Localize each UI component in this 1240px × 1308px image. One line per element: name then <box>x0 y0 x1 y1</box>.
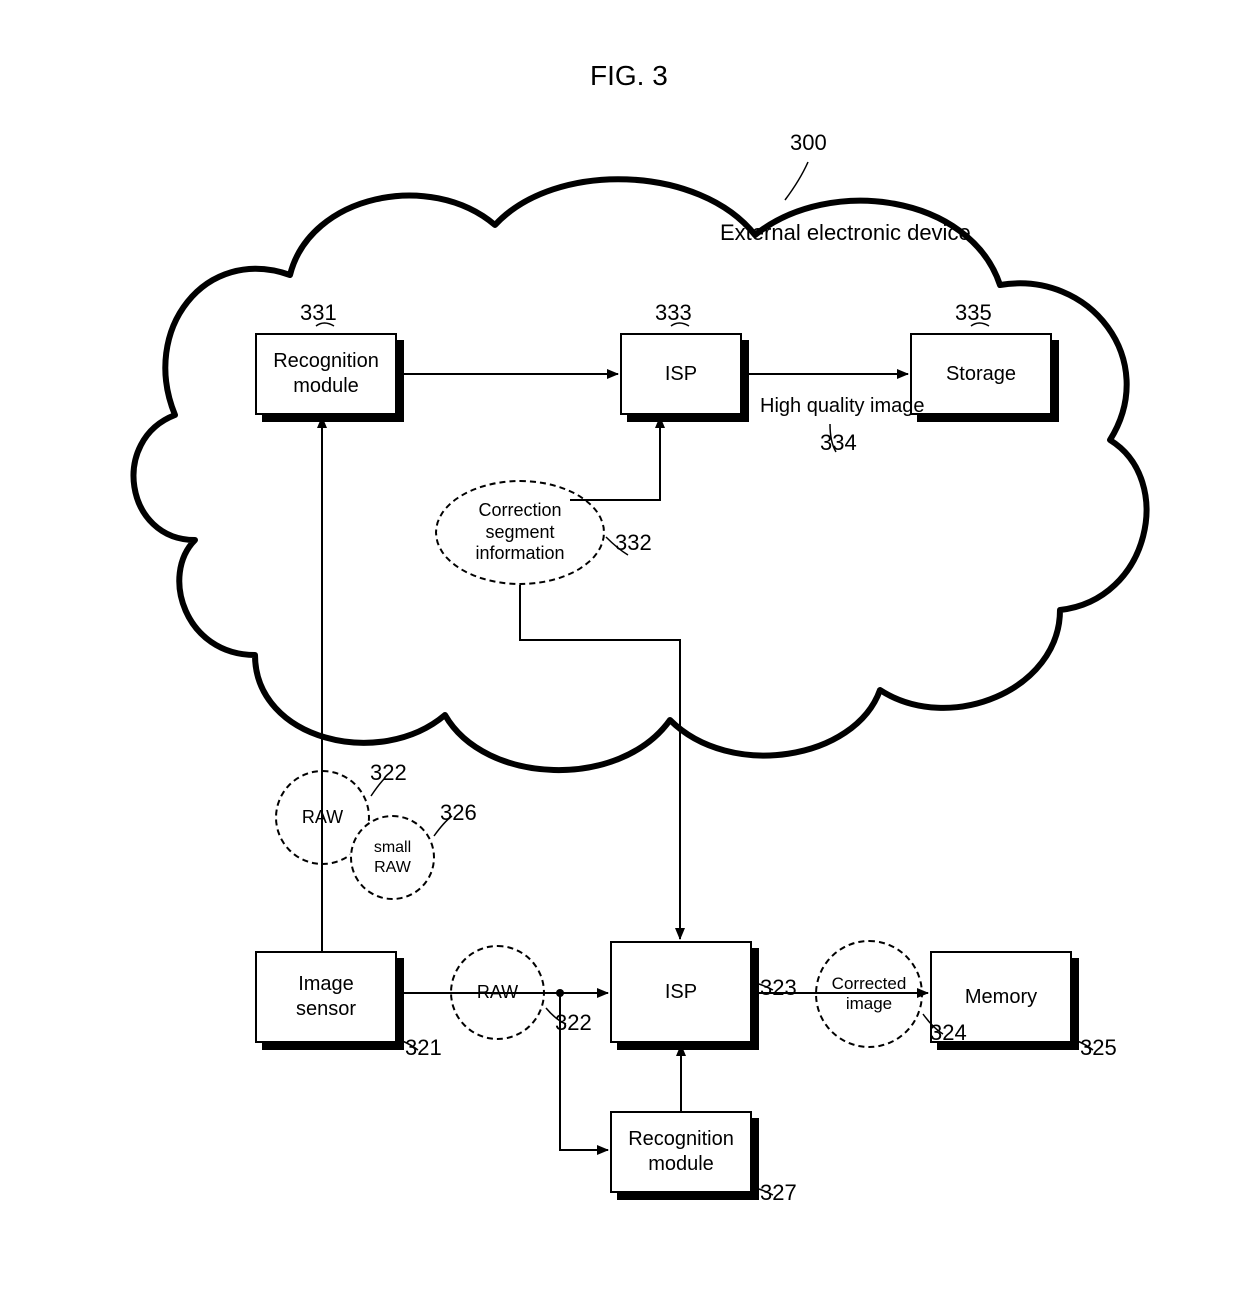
ref-332: 332 <box>615 530 652 556</box>
image-sensor-box: Image sensor <box>255 951 397 1043</box>
ref-323: 323 <box>760 975 797 1001</box>
cloud-label: External electronic device <box>720 220 971 246</box>
ref-327: 327 <box>760 1180 797 1206</box>
ref-321: 321 <box>405 1035 442 1061</box>
ref-326: 326 <box>440 800 477 826</box>
corrected-image-circle: Corrected image <box>815 940 923 1048</box>
ref-334: 334 <box>820 430 857 456</box>
ref-322-center: 322 <box>555 1010 592 1036</box>
device-isp-box: ISP <box>610 941 752 1043</box>
figure-title: FIG. 3 <box>590 60 668 92</box>
ref-335: 335 <box>955 300 992 326</box>
ref-system: 300 <box>790 130 827 156</box>
device-recognition-box: Recognition module <box>610 1111 752 1193</box>
cloud-storage-box: Storage <box>910 333 1052 415</box>
ref-333: 333 <box>655 300 692 326</box>
ref-325: 325 <box>1080 1035 1117 1061</box>
diagram-canvas: FIG. 3 300 External electronic device Re… <box>0 0 1240 1308</box>
hq-image-label: High quality image <box>760 395 925 418</box>
raw-center-circle: RAW <box>450 945 545 1040</box>
cloud-recognition-box: Recognition module <box>255 333 397 415</box>
cloud-isp-box: ISP <box>620 333 742 415</box>
small-raw-circle: small RAW <box>350 815 435 900</box>
ref-331: 331 <box>300 300 337 326</box>
ref-324: 324 <box>930 1020 967 1046</box>
correction-info-ellipse: Correction segment information <box>435 480 605 585</box>
ref-322-left: 322 <box>370 760 407 786</box>
